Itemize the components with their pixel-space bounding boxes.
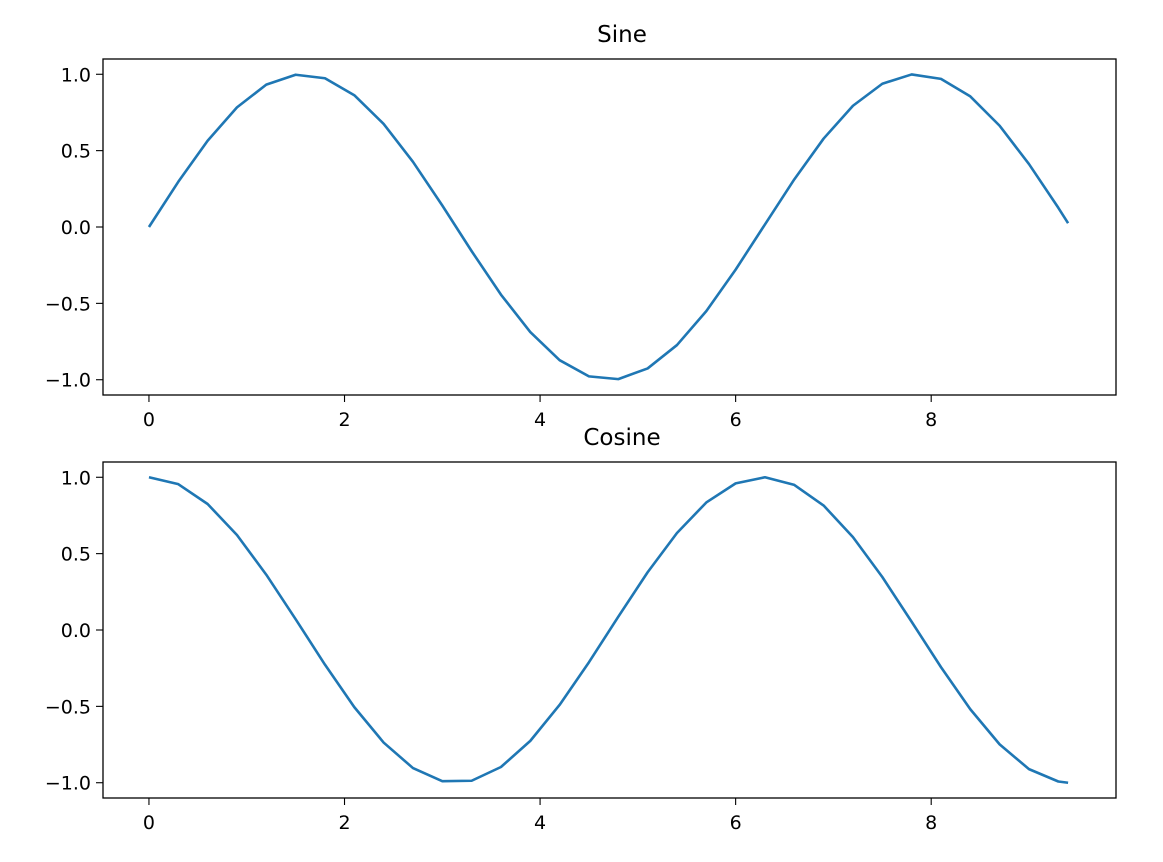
- x-tick-label: 6: [730, 812, 742, 834]
- y-tick-label: 0.5: [61, 544, 91, 566]
- series-line: [147, 73, 1070, 381]
- x-tick-label: 4: [534, 812, 546, 834]
- y-tick-label: −0.5: [45, 696, 91, 718]
- x-tick-label: 4: [534, 409, 546, 431]
- y-tick-label: 0.5: [61, 141, 91, 163]
- x-tick-label: 2: [338, 409, 350, 431]
- subplot-cosine: 0 2 4 6 8 1.0 0.5 0.0 −0.5 −1.0 Cosine: [45, 425, 1117, 834]
- y-tick-label: −1.0: [45, 370, 91, 392]
- series-line: [148, 475, 1069, 785]
- x-tick-label: 0: [143, 812, 155, 834]
- y-tick-label: 0.0: [61, 217, 91, 239]
- chart-title: Sine: [597, 22, 647, 48]
- y-tick-label: 0.0: [61, 620, 91, 642]
- subplot-sine: 0 2 4 6 8 1.0 0.5 0.0 −0.5 −1.0 Sine: [45, 22, 1117, 431]
- x-tick-label: 2: [338, 812, 350, 834]
- y-tick-label: −0.5: [45, 293, 91, 315]
- y-tick-label: 1.0: [61, 64, 91, 86]
- chart-title: Cosine: [583, 425, 660, 451]
- x-tick-label: 6: [730, 409, 742, 431]
- y-tick-label: −1.0: [45, 773, 91, 795]
- y-tick-label: 1.0: [61, 467, 91, 489]
- x-tick-label: 8: [925, 812, 937, 834]
- x-tick-label: 8: [925, 409, 937, 431]
- x-tick-label: 0: [143, 409, 155, 431]
